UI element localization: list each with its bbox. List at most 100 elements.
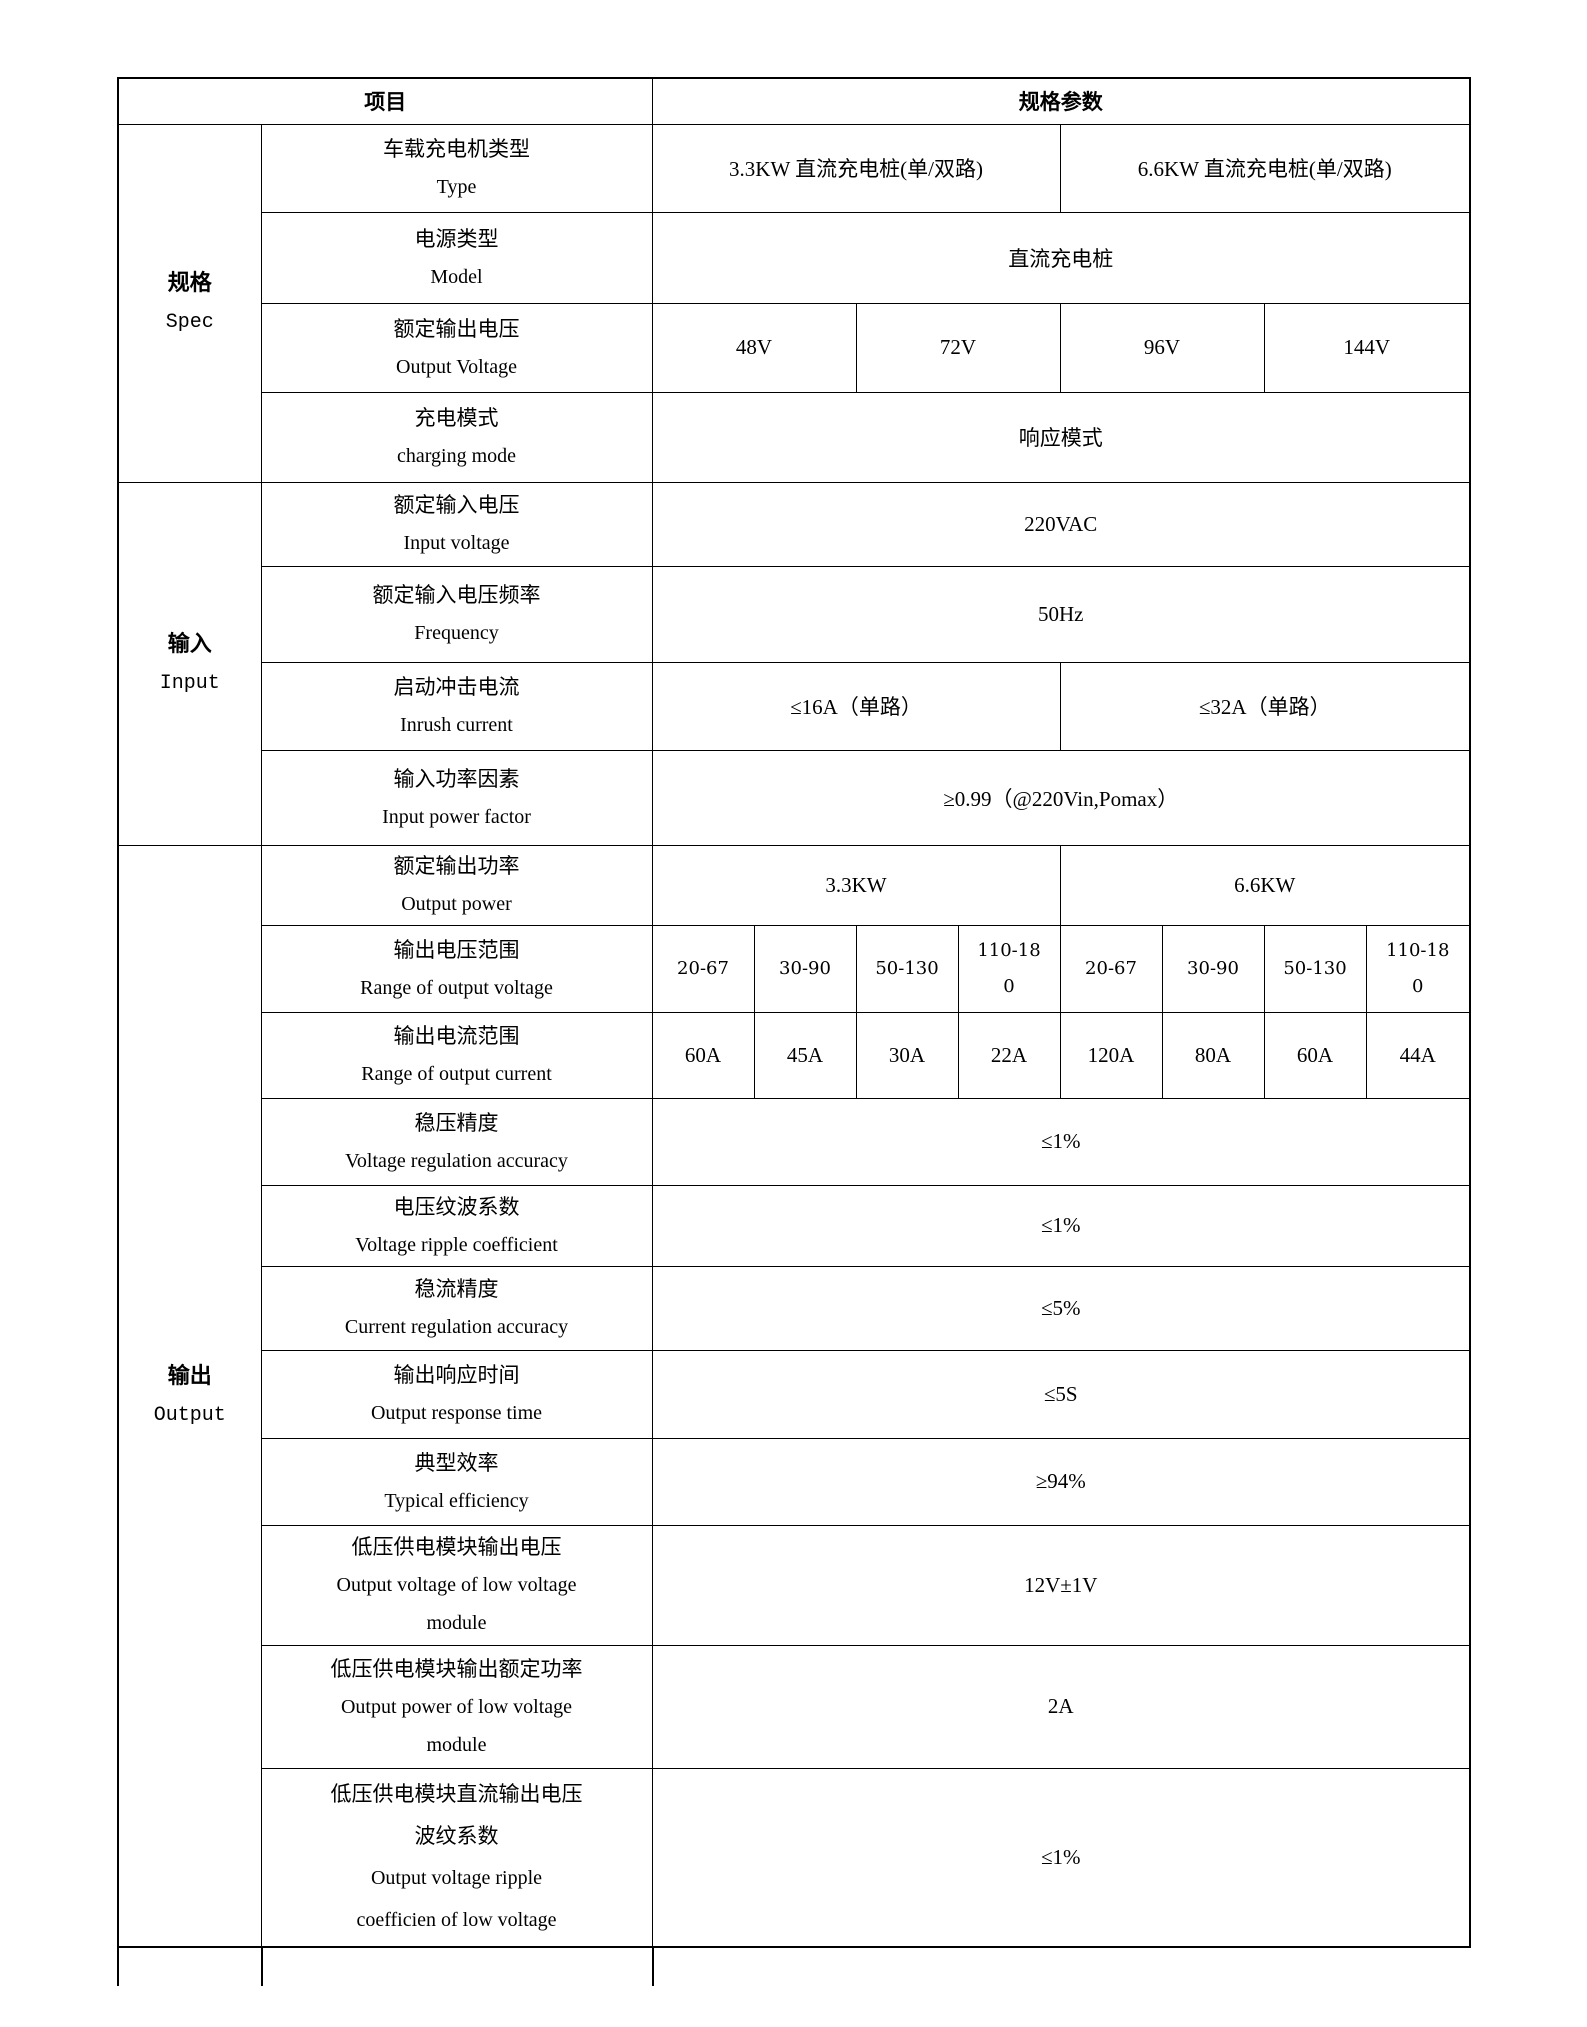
- row-voltage-regulation-label: 稳压精度 Voltage regulation accuracy: [260, 1097, 653, 1186]
- row-lv-power: 低压供电模块输出额定功率 Output power of low voltage…: [118, 1644, 1471, 1769]
- section-spec-zh: 规格: [167, 270, 212, 295]
- row-output-voltage: 额定输出电压 Output Voltage 48V 72V 96V 144V: [118, 302, 1471, 393]
- row-type: 规格 Spec 车载充电机类型 Type 3.3KW 直流充电桩(单/双路) 6…: [117, 123, 1471, 483]
- row-input-voltage-label-zh: 额定输入电压: [393, 493, 520, 517]
- row-current-range-value-2: 45A: [753, 1011, 857, 1099]
- row-voltage-range-value-8: 110-180: [1365, 924, 1471, 1013]
- row-charging-mode-label-zh: 充电模式: [414, 406, 499, 430]
- row-response-time-label-zh: 输出响应时间: [393, 1363, 520, 1387]
- row-inrush-value-2: ≤32A（单路）: [1059, 661, 1471, 751]
- row-output-voltage-label-zh: 额定输出电压: [393, 316, 520, 341]
- row-output-power-value-1: 3.3KW: [651, 844, 1061, 926]
- row-model-label-en: Model: [430, 265, 483, 288]
- row-lv-ripple-label-zh2: 波纹系数: [414, 1824, 499, 1849]
- row-response-time-label-en: Output response time: [370, 1402, 543, 1424]
- row-response-time: 输出响应时间 Output response time ≤5S: [118, 1349, 1471, 1439]
- row-voltage-regulation-label-en: Voltage regulation accuracy: [345, 1149, 568, 1172]
- row-type-value-2: 6.6KW 直流充电桩(单/双路): [1059, 123, 1471, 213]
- row-frequency-value: 50Hz: [651, 565, 1471, 663]
- row-voltage-range-value-5: 20-67: [1059, 924, 1163, 1013]
- row-voltage-range-value-4: 110-180: [957, 924, 1061, 1013]
- spec-table: 项目 规格参数 规格 Spec 车载充电机类型 Type 3.3KW 直流充电桩…: [117, 77, 1471, 1948]
- row-voltage-range-value-2: 30-90: [753, 924, 857, 1013]
- section-input-en: Input: [159, 671, 220, 695]
- row-output-voltage-label: 额定输出电压 Output Voltage: [260, 302, 653, 393]
- row-current-range-label-en: Range of output current: [361, 1063, 552, 1085]
- row-output-voltage-value-3: 96V: [1059, 302, 1265, 393]
- section-input-zh: 输入: [167, 630, 212, 656]
- row-response-time-label: 输出响应时间 Output response time: [260, 1349, 653, 1439]
- row-efficiency-label-en: Typical efficiency: [384, 1489, 529, 1512]
- row-model-label-zh: 电源类型: [414, 226, 499, 251]
- row-lv-power-label-en2: module: [426, 1733, 487, 1756]
- row-type-value-1: 3.3KW 直流充电桩(单/双路): [651, 123, 1061, 213]
- row-current-regulation: 稳流精度 Current regulation accuracy ≤5%: [118, 1265, 1471, 1351]
- row-voltage-range-value-7: 50-130: [1263, 924, 1367, 1013]
- row-lv-voltage-value: 12V±1V: [651, 1524, 1471, 1646]
- section-output: 输出 Output: [117, 844, 262, 1948]
- row-inrush-label: 启动冲击电流 Inrush current: [260, 661, 653, 751]
- row-output-voltage-value-1: 48V: [651, 302, 857, 393]
- row-model-label: 电源类型 Model: [260, 211, 653, 304]
- row-lv-ripple-value: ≤1%: [651, 1767, 1471, 1948]
- row-voltage-regulation: 稳压精度 Voltage regulation accuracy ≤1%: [118, 1097, 1471, 1186]
- row-lv-ripple-label-en2: coefficien of low voltage: [356, 1909, 557, 1932]
- row-voltage-range: 输出电压范围 Range of output voltage 20-67 30-…: [118, 924, 1471, 1013]
- row-type-label-en: Type: [436, 176, 477, 198]
- row-model: 电源类型 Model 直流充电桩: [118, 211, 1471, 304]
- row-current-regulation-value: ≤5%: [651, 1265, 1471, 1351]
- row-current-regulation-label: 稳流精度 Current regulation accuracy: [260, 1265, 653, 1351]
- row-efficiency-label-zh: 典型效率: [414, 1450, 499, 1475]
- row-current-range-value-7: 60A: [1263, 1011, 1367, 1099]
- row-power-factor-value: ≥0.99（@220Vin,Pomax）: [651, 749, 1471, 846]
- row-lv-voltage: 低压供电模块输出电压 Output voltage of low voltage…: [118, 1524, 1471, 1646]
- row-input-voltage-value: 220VAC: [651, 481, 1471, 567]
- row-voltage-ripple: 电压纹波系数 Voltage ripple coefficient ≤1%: [118, 1184, 1471, 1267]
- spec-sheet: 项目 规格参数 规格 Spec 车载充电机类型 Type 3.3KW 直流充电桩…: [117, 77, 1471, 1986]
- row-response-time-value: ≤5S: [651, 1349, 1471, 1439]
- row-charging-mode: 充电模式 charging mode 响应模式: [118, 391, 1471, 483]
- row-voltage-range-label-zh: 输出电压范围: [393, 937, 520, 962]
- row-voltage-range-value-6: 30-90: [1161, 924, 1265, 1013]
- row-input-voltage-label-en: Input voltage: [403, 532, 510, 554]
- row-lv-voltage-label-en1: Output voltage of low voltage: [336, 1574, 577, 1596]
- row-inrush-label-zh: 启动冲击电流: [393, 675, 520, 699]
- row-lv-ripple-label: 低压供电模块直流输出电压 波纹系数 Output voltage ripple …: [260, 1767, 653, 1948]
- row-model-value: 直流充电桩: [651, 211, 1471, 304]
- row-current-regulation-label-zh: 稳流精度: [414, 1277, 499, 1301]
- row-voltage-range-value-1: 20-67: [651, 924, 755, 1013]
- section-spec-en: Spec: [165, 311, 214, 334]
- row-current-range-label-zh: 输出电流范围: [393, 1024, 520, 1048]
- row-inrush-label-en: Inrush current: [400, 714, 513, 736]
- row-type-label: 车载充电机类型 Type: [260, 123, 653, 213]
- row-lv-voltage-label-en2: module: [426, 1612, 487, 1634]
- row-efficiency-value: ≥94%: [651, 1437, 1471, 1526]
- header-spec-col: 规格参数: [651, 77, 1471, 125]
- row-lv-power-label-en1: Output power of low voltage: [340, 1695, 573, 1718]
- row-lv-power-value: 2A: [651, 1644, 1471, 1769]
- row-power-factor-label: 输入功率因素 Input power factor: [260, 749, 653, 846]
- row-voltage-range-label-en: Range of output voltage: [360, 976, 553, 999]
- row-output-power-label: 额定输出功率 Output power: [260, 844, 653, 926]
- section-input: 输入 Input: [117, 481, 262, 846]
- header-item-col: 项目: [117, 77, 653, 125]
- row-current-range-value-6: 80A: [1161, 1011, 1265, 1099]
- row-input-voltage-label: 额定输入电压 Input voltage: [260, 481, 653, 567]
- row-efficiency-label: 典型效率 Typical efficiency: [260, 1437, 653, 1526]
- row-inrush-value-1: ≤16A（单路）: [651, 661, 1061, 751]
- row-efficiency: 典型效率 Typical efficiency ≥94%: [118, 1437, 1471, 1526]
- table-border-stub: [261, 1948, 263, 1986]
- row-input-voltage: 输入 Input 额定输入电压 Input voltage 220VAC: [117, 481, 1471, 846]
- table-border-stub: [652, 1948, 654, 1986]
- section-output-en: Output: [153, 1403, 226, 1427]
- table-header-row: 项目 规格参数: [117, 77, 1471, 125]
- row-current-regulation-label-en: Current regulation accuracy: [344, 1316, 569, 1338]
- row-lv-power-label-zh: 低压供电模块输出额定功率: [330, 1656, 583, 1681]
- table-border-stub: [117, 1948, 119, 1986]
- row-frequency-label-en: Frequency: [414, 622, 499, 644]
- row-frequency-label-zh: 额定输入电压频率: [372, 583, 541, 607]
- row-lv-voltage-label-zh: 低压供电模块输出电压: [351, 1535, 562, 1559]
- row-frequency-label: 额定输入电压频率 Frequency: [260, 565, 653, 663]
- row-current-range-value-4: 22A: [957, 1011, 1061, 1099]
- row-voltage-ripple-value: ≤1%: [651, 1184, 1471, 1267]
